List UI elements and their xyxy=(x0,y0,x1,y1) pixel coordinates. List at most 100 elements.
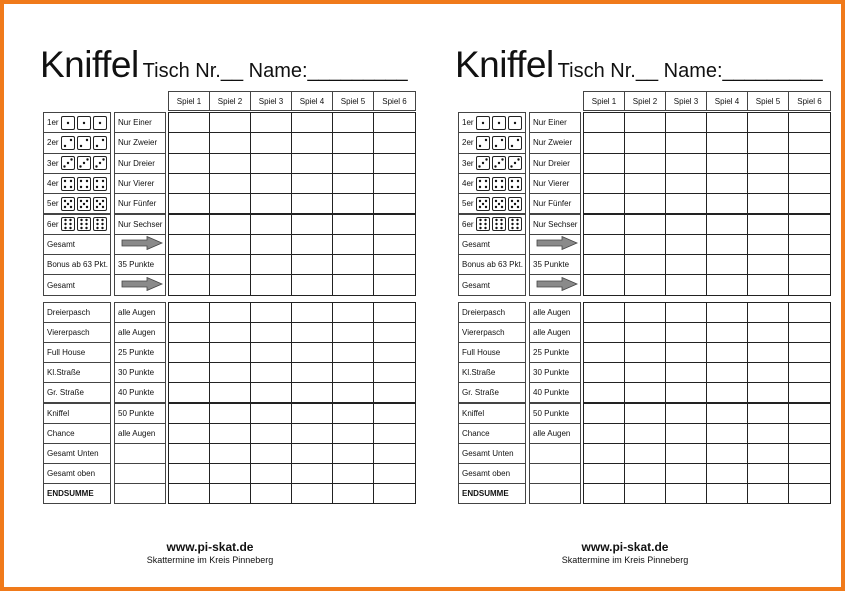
score-cell[interactable] xyxy=(665,402,707,424)
score-cell[interactable] xyxy=(373,302,416,324)
score-cell[interactable] xyxy=(332,442,374,464)
score-cell[interactable] xyxy=(583,362,625,384)
score-cell[interactable] xyxy=(788,442,831,464)
score-cell[interactable] xyxy=(788,152,831,174)
score-cell[interactable] xyxy=(583,462,625,484)
score-cell[interactable] xyxy=(291,193,333,215)
score-cell[interactable] xyxy=(665,254,707,276)
score-cell[interactable] xyxy=(291,382,333,404)
score-cell[interactable] xyxy=(168,172,210,195)
score-cell[interactable] xyxy=(373,462,416,484)
score-cell[interactable] xyxy=(373,254,416,276)
score-cell[interactable] xyxy=(291,462,333,484)
score-cell[interactable] xyxy=(583,274,625,296)
score-cell[interactable] xyxy=(250,274,292,296)
score-cell[interactable] xyxy=(624,322,666,344)
score-cell[interactable] xyxy=(373,402,416,424)
score-cell[interactable] xyxy=(665,152,707,174)
score-cell[interactable] xyxy=(168,112,210,134)
score-cell[interactable] xyxy=(168,274,210,296)
score-cell[interactable] xyxy=(624,462,666,484)
score-cell[interactable] xyxy=(706,322,748,344)
score-cell[interactable] xyxy=(209,442,251,464)
score-cell[interactable] xyxy=(665,302,707,324)
score-cell[interactable] xyxy=(624,422,666,444)
score-cell[interactable] xyxy=(706,482,748,504)
score-cell[interactable] xyxy=(624,172,666,195)
score-cell[interactable] xyxy=(788,132,831,154)
score-cell[interactable] xyxy=(250,152,292,174)
score-cell[interactable] xyxy=(624,254,666,276)
score-cell[interactable] xyxy=(373,233,416,256)
score-cell[interactable] xyxy=(332,302,374,324)
score-cell[interactable] xyxy=(332,193,374,215)
score-cell[interactable] xyxy=(788,112,831,134)
score-cell[interactable] xyxy=(209,482,251,504)
score-cell[interactable] xyxy=(168,152,210,174)
score-cell[interactable] xyxy=(583,254,625,276)
score-cell[interactable] xyxy=(250,322,292,344)
score-cell[interactable] xyxy=(624,233,666,256)
score-cell[interactable] xyxy=(373,342,416,364)
score-cell[interactable] xyxy=(250,213,292,235)
score-cell[interactable] xyxy=(706,442,748,464)
score-cell[interactable] xyxy=(332,274,374,296)
score-cell[interactable] xyxy=(250,233,292,256)
score-cell[interactable] xyxy=(209,132,251,154)
score-cell[interactable] xyxy=(209,213,251,235)
score-cell[interactable] xyxy=(583,482,625,504)
score-cell[interactable] xyxy=(583,193,625,215)
score-cell[interactable] xyxy=(291,213,333,235)
score-cell[interactable] xyxy=(209,422,251,444)
score-cell[interactable] xyxy=(168,482,210,504)
score-cell[interactable] xyxy=(209,322,251,344)
score-cell[interactable] xyxy=(706,112,748,134)
score-cell[interactable] xyxy=(168,322,210,344)
score-cell[interactable] xyxy=(373,482,416,504)
score-cell[interactable] xyxy=(665,132,707,154)
score-cell[interactable] xyxy=(291,362,333,384)
score-cell[interactable] xyxy=(291,112,333,134)
score-cell[interactable] xyxy=(583,422,625,444)
score-cell[interactable] xyxy=(373,112,416,134)
score-cell[interactable] xyxy=(583,112,625,134)
score-cell[interactable] xyxy=(788,382,831,404)
score-cell[interactable] xyxy=(209,302,251,324)
score-cell[interactable] xyxy=(624,482,666,504)
score-cell[interactable] xyxy=(209,233,251,256)
score-cell[interactable] xyxy=(209,254,251,276)
score-cell[interactable] xyxy=(250,482,292,504)
score-cell[interactable] xyxy=(168,132,210,154)
score-cell[interactable] xyxy=(250,172,292,195)
score-cell[interactable] xyxy=(583,132,625,154)
score-cell[interactable] xyxy=(209,402,251,424)
score-cell[interactable] xyxy=(583,172,625,195)
score-cell[interactable] xyxy=(291,254,333,276)
score-cell[interactable] xyxy=(291,422,333,444)
score-cell[interactable] xyxy=(373,274,416,296)
score-cell[interactable] xyxy=(624,213,666,235)
score-cell[interactable] xyxy=(373,442,416,464)
score-cell[interactable] xyxy=(747,462,789,484)
score-cell[interactable] xyxy=(706,233,748,256)
score-cell[interactable] xyxy=(747,193,789,215)
score-cell[interactable] xyxy=(291,302,333,324)
score-cell[interactable] xyxy=(624,342,666,364)
score-cell[interactable] xyxy=(624,193,666,215)
score-cell[interactable] xyxy=(209,362,251,384)
score-cell[interactable] xyxy=(665,172,707,195)
score-cell[interactable] xyxy=(250,302,292,324)
score-cell[interactable] xyxy=(747,362,789,384)
score-cell[interactable] xyxy=(624,442,666,464)
score-cell[interactable] xyxy=(291,402,333,424)
score-cell[interactable] xyxy=(747,152,789,174)
score-cell[interactable] xyxy=(168,193,210,215)
score-cell[interactable] xyxy=(665,213,707,235)
score-cell[interactable] xyxy=(332,213,374,235)
score-cell[interactable] xyxy=(583,402,625,424)
score-cell[interactable] xyxy=(624,382,666,404)
score-cell[interactable] xyxy=(788,193,831,215)
score-cell[interactable] xyxy=(168,422,210,444)
score-cell[interactable] xyxy=(209,274,251,296)
score-cell[interactable] xyxy=(291,342,333,364)
